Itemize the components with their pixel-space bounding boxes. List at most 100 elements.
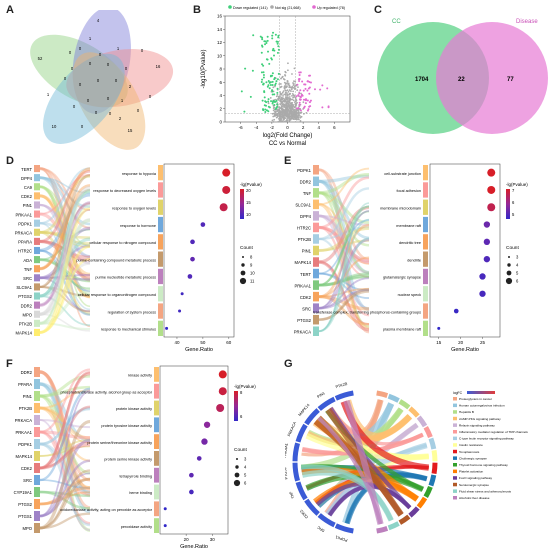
- point-notsig: [292, 90, 295, 93]
- point-notsig: [281, 98, 284, 101]
- legend-swatch: [453, 430, 457, 434]
- sankey-flow: [39, 244, 91, 279]
- size-legend-label: 10: [250, 271, 255, 276]
- point-down: [267, 50, 270, 53]
- point-notsig: [302, 101, 305, 104]
- sankey-flow: [39, 258, 91, 334]
- point-down: [270, 89, 273, 92]
- point-down: [267, 98, 270, 101]
- point-down: [274, 84, 277, 87]
- point-notsig: [291, 106, 294, 108]
- term-label: protein serine/threonine kinase activity: [87, 441, 152, 445]
- panel-e-enrichment: PDPK1 DDR2 TNF SLC9A1 DPP4 HTR2C PTK2B PIN1 MAPK…: [294, 163, 528, 353]
- x-tick-label: 20: [458, 340, 464, 345]
- bubble-frame: [163, 163, 235, 338]
- point-down: [273, 103, 276, 106]
- size-legend-label: 8: [250, 255, 253, 260]
- sankey-flow: [318, 205, 370, 264]
- point-down: [260, 71, 263, 74]
- x-tick-label: 4: [317, 125, 320, 130]
- point-down: [243, 110, 246, 113]
- venn-a-count: 1: [47, 92, 50, 97]
- gene-label: HTR2C: [297, 226, 311, 231]
- venn-a-count: 0: [81, 124, 84, 129]
- point-notsig: [284, 95, 287, 97]
- sankey-flow: [39, 244, 91, 334]
- term-node: [423, 320, 428, 336]
- gene-node: [313, 245, 319, 256]
- gene-label: PIN1: [23, 203, 33, 208]
- gene-arc: [304, 498, 320, 516]
- legend-pathway-label: Human cytomegalovirus infection: [459, 404, 505, 408]
- legend-pathway-label: Inflammatory mediator regulation of TRP …: [459, 430, 528, 434]
- gene-node: [34, 301, 40, 309]
- point-notsig: [281, 97, 284, 100]
- point-notsig: [288, 92, 291, 95]
- point-notsig: [284, 99, 287, 102]
- point-down: [249, 95, 252, 98]
- legend-gradient: [467, 391, 495, 394]
- sankey-flow: [39, 491, 91, 505]
- point-down: [270, 57, 273, 60]
- panel-d-enrichment: TERT DPP4 CA9 CDK2 PIN1 PRKAA1 PDPK1 PRKACA PPAR…: [15, 163, 262, 353]
- point-down: [252, 34, 255, 37]
- term-label: glutamatergic synapse: [383, 276, 421, 280]
- sankey-flow: [39, 167, 91, 225]
- point-down: [276, 51, 279, 54]
- point-up: [306, 99, 309, 102]
- legend-swatch: [453, 423, 457, 427]
- legend-pathway-label: Relaxin signaling pathway: [459, 423, 495, 427]
- point-notsig: [279, 91, 282, 93]
- pathway-arc: [408, 506, 420, 518]
- venn-a-count: 4: [97, 18, 100, 23]
- point-notsig: [297, 110, 300, 112]
- x-tick-label: 30: [210, 537, 216, 542]
- point-notsig: [283, 93, 286, 96]
- point-notsig: [284, 114, 286, 117]
- sankey-flow: [318, 203, 370, 265]
- point-notsig: [305, 112, 308, 114]
- size-legend-title: Count: [234, 447, 247, 453]
- point-up: [304, 98, 307, 101]
- x-axis-label: log2(Fold Change): [263, 133, 313, 139]
- term-node: [158, 268, 163, 285]
- point-notsig: [294, 105, 297, 107]
- point-down: [276, 40, 279, 43]
- sankey-flow: [39, 188, 91, 298]
- gene-arc: [334, 390, 354, 401]
- point-down: [269, 81, 272, 84]
- size-legend-label: 9: [250, 263, 253, 268]
- size-legend-dot: [506, 270, 512, 276]
- term-label: tetrapyrrole binding: [119, 474, 152, 478]
- gene-node: [313, 188, 319, 198]
- bubble-point: [487, 185, 496, 194]
- x-tick-label: -4: [254, 125, 258, 130]
- panel-b-letter: B: [193, 4, 201, 16]
- point-notsig: [272, 86, 275, 89]
- term-label: protein tyrosine kinase activity: [101, 424, 152, 428]
- panel-c-letter: C: [374, 4, 382, 16]
- point-notsig: [281, 111, 284, 114]
- point-down: [265, 81, 268, 84]
- point-up: [308, 86, 311, 89]
- point-down: [262, 73, 265, 76]
- term-label: dendritic tree: [399, 241, 421, 245]
- point-down: [274, 82, 277, 85]
- size-legend-dot: [508, 256, 510, 258]
- point-down: [267, 110, 270, 113]
- point-up: [299, 95, 302, 98]
- point-up: [306, 89, 309, 92]
- venn-a-count: 0: [115, 78, 118, 83]
- legend-pathway-label: Alcoholic liver disease: [459, 496, 490, 500]
- gene-node: [313, 280, 319, 290]
- point-up: [321, 84, 324, 87]
- venn-c-right-circle: [436, 22, 548, 134]
- gene-arc: [334, 523, 354, 534]
- point-notsig: [298, 118, 300, 121]
- gene-node: [34, 165, 40, 173]
- gene-label: CDK2: [21, 194, 33, 199]
- point-notsig: [299, 116, 302, 119]
- point-up: [313, 88, 316, 91]
- point-notsig: [293, 101, 296, 103]
